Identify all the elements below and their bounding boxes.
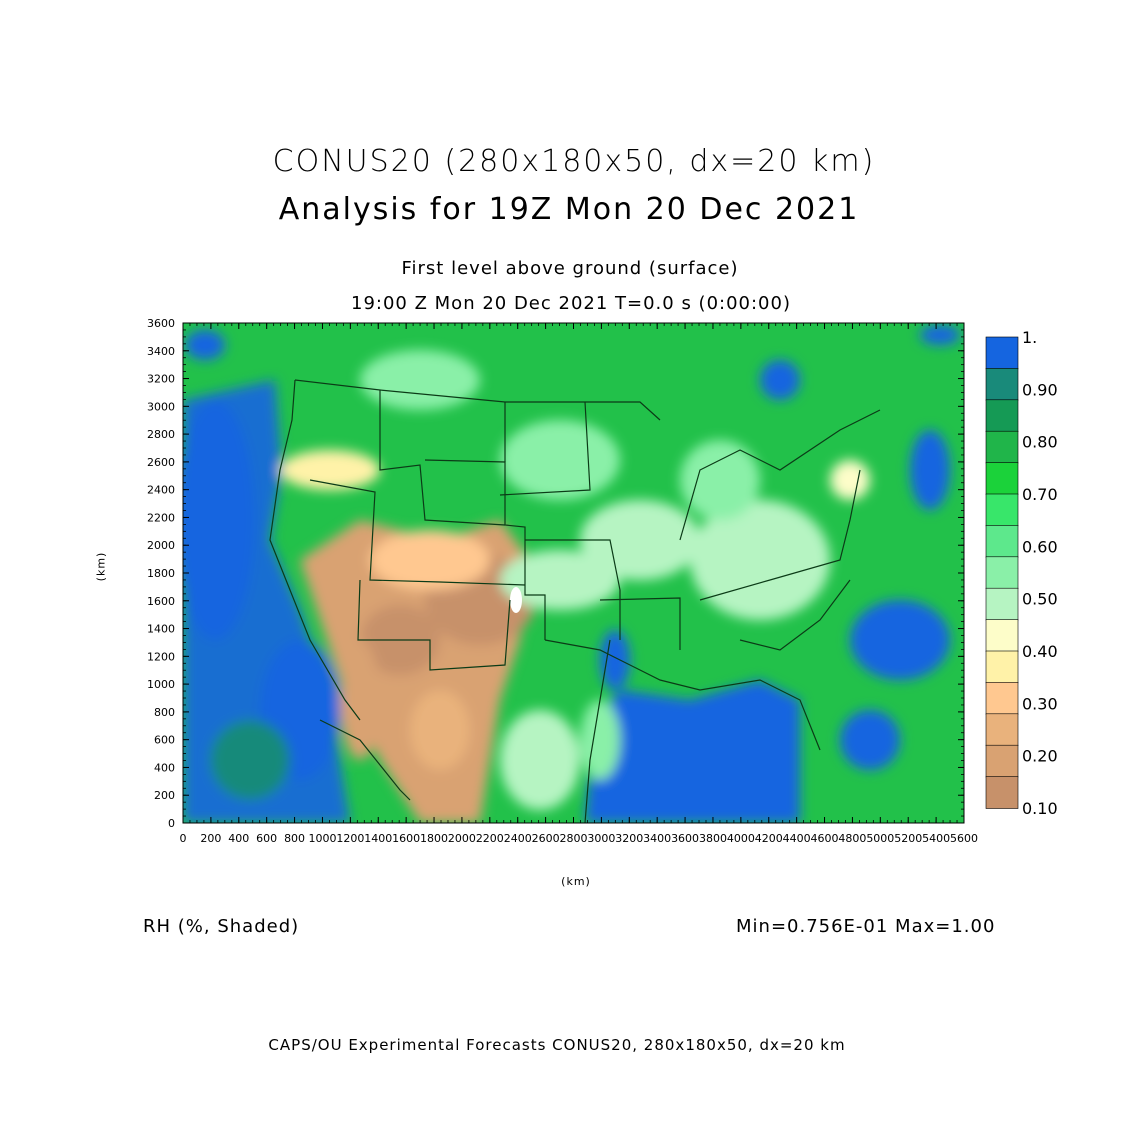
x-tick-label: 5600 — [950, 832, 978, 845]
colorbar-label: 0.70 — [1022, 485, 1058, 504]
colorbar-label: 0.30 — [1022, 694, 1058, 713]
x-tick-label: 2200 — [476, 832, 504, 845]
colorbar-label: 0.20 — [1022, 747, 1058, 766]
x-tick-label: 4400 — [783, 832, 811, 845]
colorbar-label: 1. — [1022, 328, 1037, 347]
y-axis: 0 200 400 600 800 1000 1200 1400 1600 1800 2000 220… — [147, 317, 964, 830]
footer-credit: CAPS/OU Experimental Forecasts CONUS20, … — [268, 1036, 846, 1054]
y-tick-label: 200 — [154, 789, 175, 802]
x-tick-label: 3200 — [615, 832, 643, 845]
y-tick-label: 3400 — [147, 345, 175, 358]
y-tick-label: 2200 — [147, 511, 175, 524]
colorbar-swatch — [985, 713, 1019, 746]
x-tick-label: 5000 — [866, 832, 894, 845]
y-tick-label: 3600 — [147, 317, 175, 330]
variable-label: RH (%, Shaded) — [143, 916, 300, 937]
colorbar-swatch — [985, 462, 1019, 495]
colorbar-swatch — [985, 650, 1019, 684]
x-tick-label: 3400 — [643, 832, 671, 845]
colorbar-swatch — [985, 587, 1019, 621]
y-tick-label: 3200 — [147, 373, 175, 386]
x-axis-unit: (km) — [561, 875, 591, 888]
x-tick-label: 0 — [180, 832, 187, 845]
y-axis-unit: (km) — [94, 551, 108, 582]
y-tick-label: 2400 — [147, 484, 175, 497]
y-tick-label: 800 — [154, 706, 175, 719]
y-tick-label: 600 — [154, 734, 175, 747]
x-tick-label: 1200 — [336, 832, 364, 845]
y-tick-label: 2000 — [147, 539, 175, 552]
min-max-label: Min=0.756E-01 Max=1.00 — [736, 916, 996, 937]
x-tick-label: 200 — [200, 832, 221, 845]
x-tick-label: 2800 — [560, 832, 588, 845]
colorbar-swatch — [985, 744, 1019, 778]
x-tick-label: 4600 — [811, 832, 839, 845]
colorbar-swatch — [985, 368, 1019, 401]
colorbar-label: 0.50 — [1022, 590, 1058, 609]
x-tick-label: 2600 — [532, 832, 560, 845]
x-tick-label: 2400 — [504, 832, 532, 845]
rh-shaded-field — [183, 323, 964, 823]
colorbar-label: 0.10 — [1022, 799, 1058, 818]
x-tick-label: 800 — [284, 832, 305, 845]
x-tick-label: 3000 — [587, 832, 615, 845]
x-tick-label: 5400 — [922, 832, 950, 845]
colorbar-label: 0.90 — [1022, 380, 1058, 399]
plot-title: CONUS20 (280x180x50, dx=20 km) — [272, 144, 876, 179]
y-tick-label: 2600 — [147, 456, 175, 469]
y-tick-label: 1400 — [147, 623, 175, 636]
time-label: 19:00 Z Mon 20 Dec 2021 T=0.0 s (0:00:00… — [351, 293, 791, 314]
y-tick-label: 400 — [154, 761, 175, 774]
colorbar-label: 0.80 — [1022, 433, 1058, 452]
x-tick-label: 400 — [228, 832, 249, 845]
x-axis: 0 200 400 600 800 1000 1200 1400 1600 1800 2000 220… — [180, 323, 978, 845]
y-tick-label: 1000 — [147, 678, 175, 691]
x-tick-label: 600 — [256, 832, 277, 845]
colorbar-swatch — [985, 619, 1019, 652]
x-tick-label: 1000 — [308, 832, 336, 845]
y-tick-label: 1200 — [147, 650, 175, 663]
y-tick-label: 0 — [168, 817, 175, 830]
colorbar-swatch — [985, 556, 1019, 589]
plot-subtitle: Analysis for 19Z Mon 20 Dec 2021 — [278, 192, 860, 227]
x-tick-label: 4000 — [727, 832, 755, 845]
colorbar-swatch — [985, 525, 1019, 558]
colorbar-label: 0.60 — [1022, 537, 1058, 556]
colorbar: 1. 0.90 0.80 0.70 0.60 0.50 0.40 0.30 0.20 0.10 — [985, 328, 1058, 818]
x-tick-label: 4200 — [755, 832, 783, 845]
x-tick-label: 4800 — [838, 832, 866, 845]
x-tick-label: 3600 — [671, 832, 699, 845]
colorbar-swatch — [985, 336, 1019, 370]
y-tick-label: 1600 — [147, 595, 175, 608]
x-tick-label: 1400 — [364, 832, 392, 845]
colorbar-swatch — [985, 682, 1019, 715]
map-outlines — [269, 379, 881, 823]
y-tick-label: 3000 — [147, 400, 175, 413]
colorbar-swatch — [985, 430, 1019, 464]
colorbar-swatch — [985, 399, 1019, 432]
y-tick-label: 1800 — [147, 567, 175, 580]
x-tick-label: 5200 — [894, 832, 922, 845]
x-tick-label: 2000 — [448, 832, 476, 845]
colorbar-swatch — [985, 776, 1019, 809]
y-tick-label: 2800 — [147, 428, 175, 441]
x-tick-label: 1600 — [392, 832, 420, 845]
colorbar-swatch — [985, 493, 1019, 527]
x-tick-label: 3800 — [699, 832, 727, 845]
level-label: First level above ground (surface) — [401, 258, 739, 279]
x-tick-label: 1800 — [420, 832, 448, 845]
colorbar-label: 0.40 — [1022, 642, 1058, 661]
